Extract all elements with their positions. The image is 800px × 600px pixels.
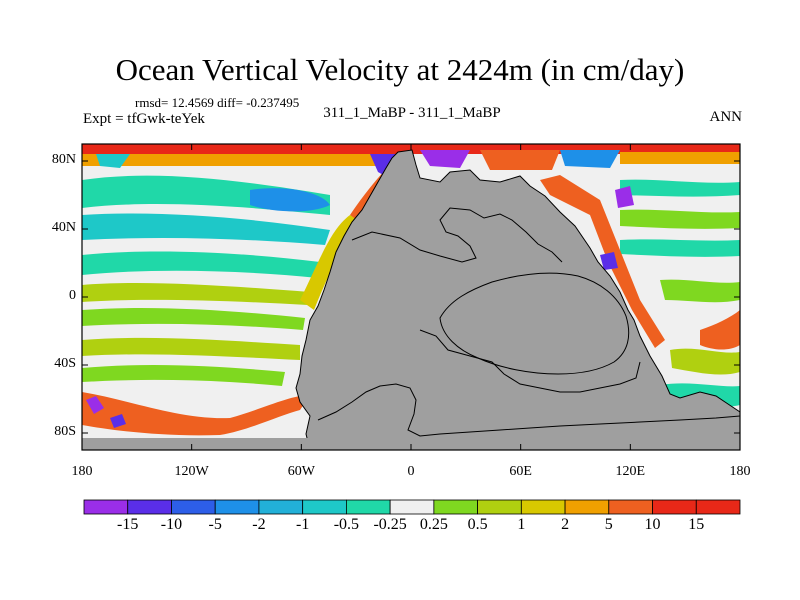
colorbar-swatch [302, 499, 347, 515]
axis-ticks [81, 144, 741, 450]
x-tick-label: 180 [71, 464, 93, 479]
x-tick-label: 120W [174, 464, 209, 479]
velocity-band [420, 150, 470, 168]
colorbar-label: -2 [252, 516, 266, 533]
colorbar-label: 5 [604, 516, 613, 533]
colorbar-label: -10 [160, 516, 183, 533]
velocity-band [110, 414, 126, 428]
colorbar-label: 15 [688, 516, 705, 533]
x-tick-label: 180 [729, 464, 751, 479]
x-tick-label: 60E [509, 464, 532, 479]
x-tick-label: 120E [615, 464, 646, 479]
colorbar-swatch [477, 499, 522, 515]
coastline [351, 207, 563, 263]
colorbar-label: -0.25 [373, 516, 407, 533]
colorbar-swatch [214, 499, 260, 515]
colorbar-swatch [695, 499, 741, 515]
velocity-band [82, 337, 300, 360]
colorbar-label: 2 [561, 516, 570, 533]
x-tick-label: 0 [407, 464, 415, 479]
velocity-band [620, 209, 740, 229]
season-label: ANN [709, 109, 743, 125]
colorbar-swatch [520, 499, 566, 515]
colorbar-swatch [171, 499, 216, 515]
velocity-band [82, 307, 305, 330]
colorbar-label: -1 [295, 516, 310, 533]
rmsd-diff-stats: rmsd= 12.4569 diff= -0.237495 [135, 95, 300, 110]
velocity-band [82, 251, 320, 278]
velocity-band [660, 279, 740, 303]
velocity-band [82, 392, 310, 436]
colorbar-swatch [389, 499, 435, 515]
colorbar-swatch [83, 499, 129, 515]
velocity-band [600, 252, 618, 270]
y-tick-label: 80N [51, 152, 76, 167]
velocity-band [620, 239, 740, 257]
colorbar-swatch [564, 499, 610, 515]
velocity-band [560, 150, 620, 168]
velocity-band [96, 154, 130, 168]
colorbar-label: 1 [517, 516, 526, 533]
colorbar-swatch [652, 499, 697, 515]
velocity-band [670, 348, 740, 375]
y-tick-label: 80S [54, 424, 76, 439]
colorbar-swatch [345, 499, 391, 515]
colorbar-label: 0.5 [467, 516, 488, 533]
velocity-band [82, 213, 330, 245]
velocity-band [82, 365, 285, 386]
land-mass [295, 149, 740, 450]
difference-label: 311_1_MaBP - 311_1_MaBP [323, 105, 501, 121]
colorbar-label: -5 [208, 516, 222, 533]
velocity-band [620, 179, 740, 197]
coastline [419, 329, 641, 393]
y-tick-label: 40N [51, 220, 76, 235]
land-mass [439, 272, 630, 375]
velocity-band [250, 188, 330, 212]
chart-title: Ocean Vertical Velocity at 2424m (in cm/… [115, 52, 685, 87]
y-tick-label: 40S [54, 356, 76, 371]
experiment-label: Expt = tfGwk-teYek [83, 111, 205, 127]
velocity-band [700, 310, 740, 350]
y-tick-label: 0 [69, 288, 76, 303]
colorbar-label: -15 [117, 516, 139, 533]
velocity-band [86, 396, 104, 414]
velocity-band [82, 154, 412, 166]
velocity-band [620, 152, 740, 164]
coastline [317, 383, 740, 437]
velocity-band [540, 175, 665, 348]
colorbar-label: 0.25 [419, 516, 448, 533]
velocity-band [82, 282, 310, 305]
colorbar-swatch [258, 499, 304, 515]
colorbar-label: -0.5 [333, 516, 360, 533]
colorbar-swatch [608, 499, 653, 515]
velocity-band [480, 150, 560, 170]
colorbar-swatch [433, 499, 479, 515]
x-tick-label: 60W [287, 464, 315, 479]
colorbar-swatch [127, 499, 172, 515]
colorbar-label: 10 [644, 516, 661, 533]
velocity-band [615, 186, 634, 208]
